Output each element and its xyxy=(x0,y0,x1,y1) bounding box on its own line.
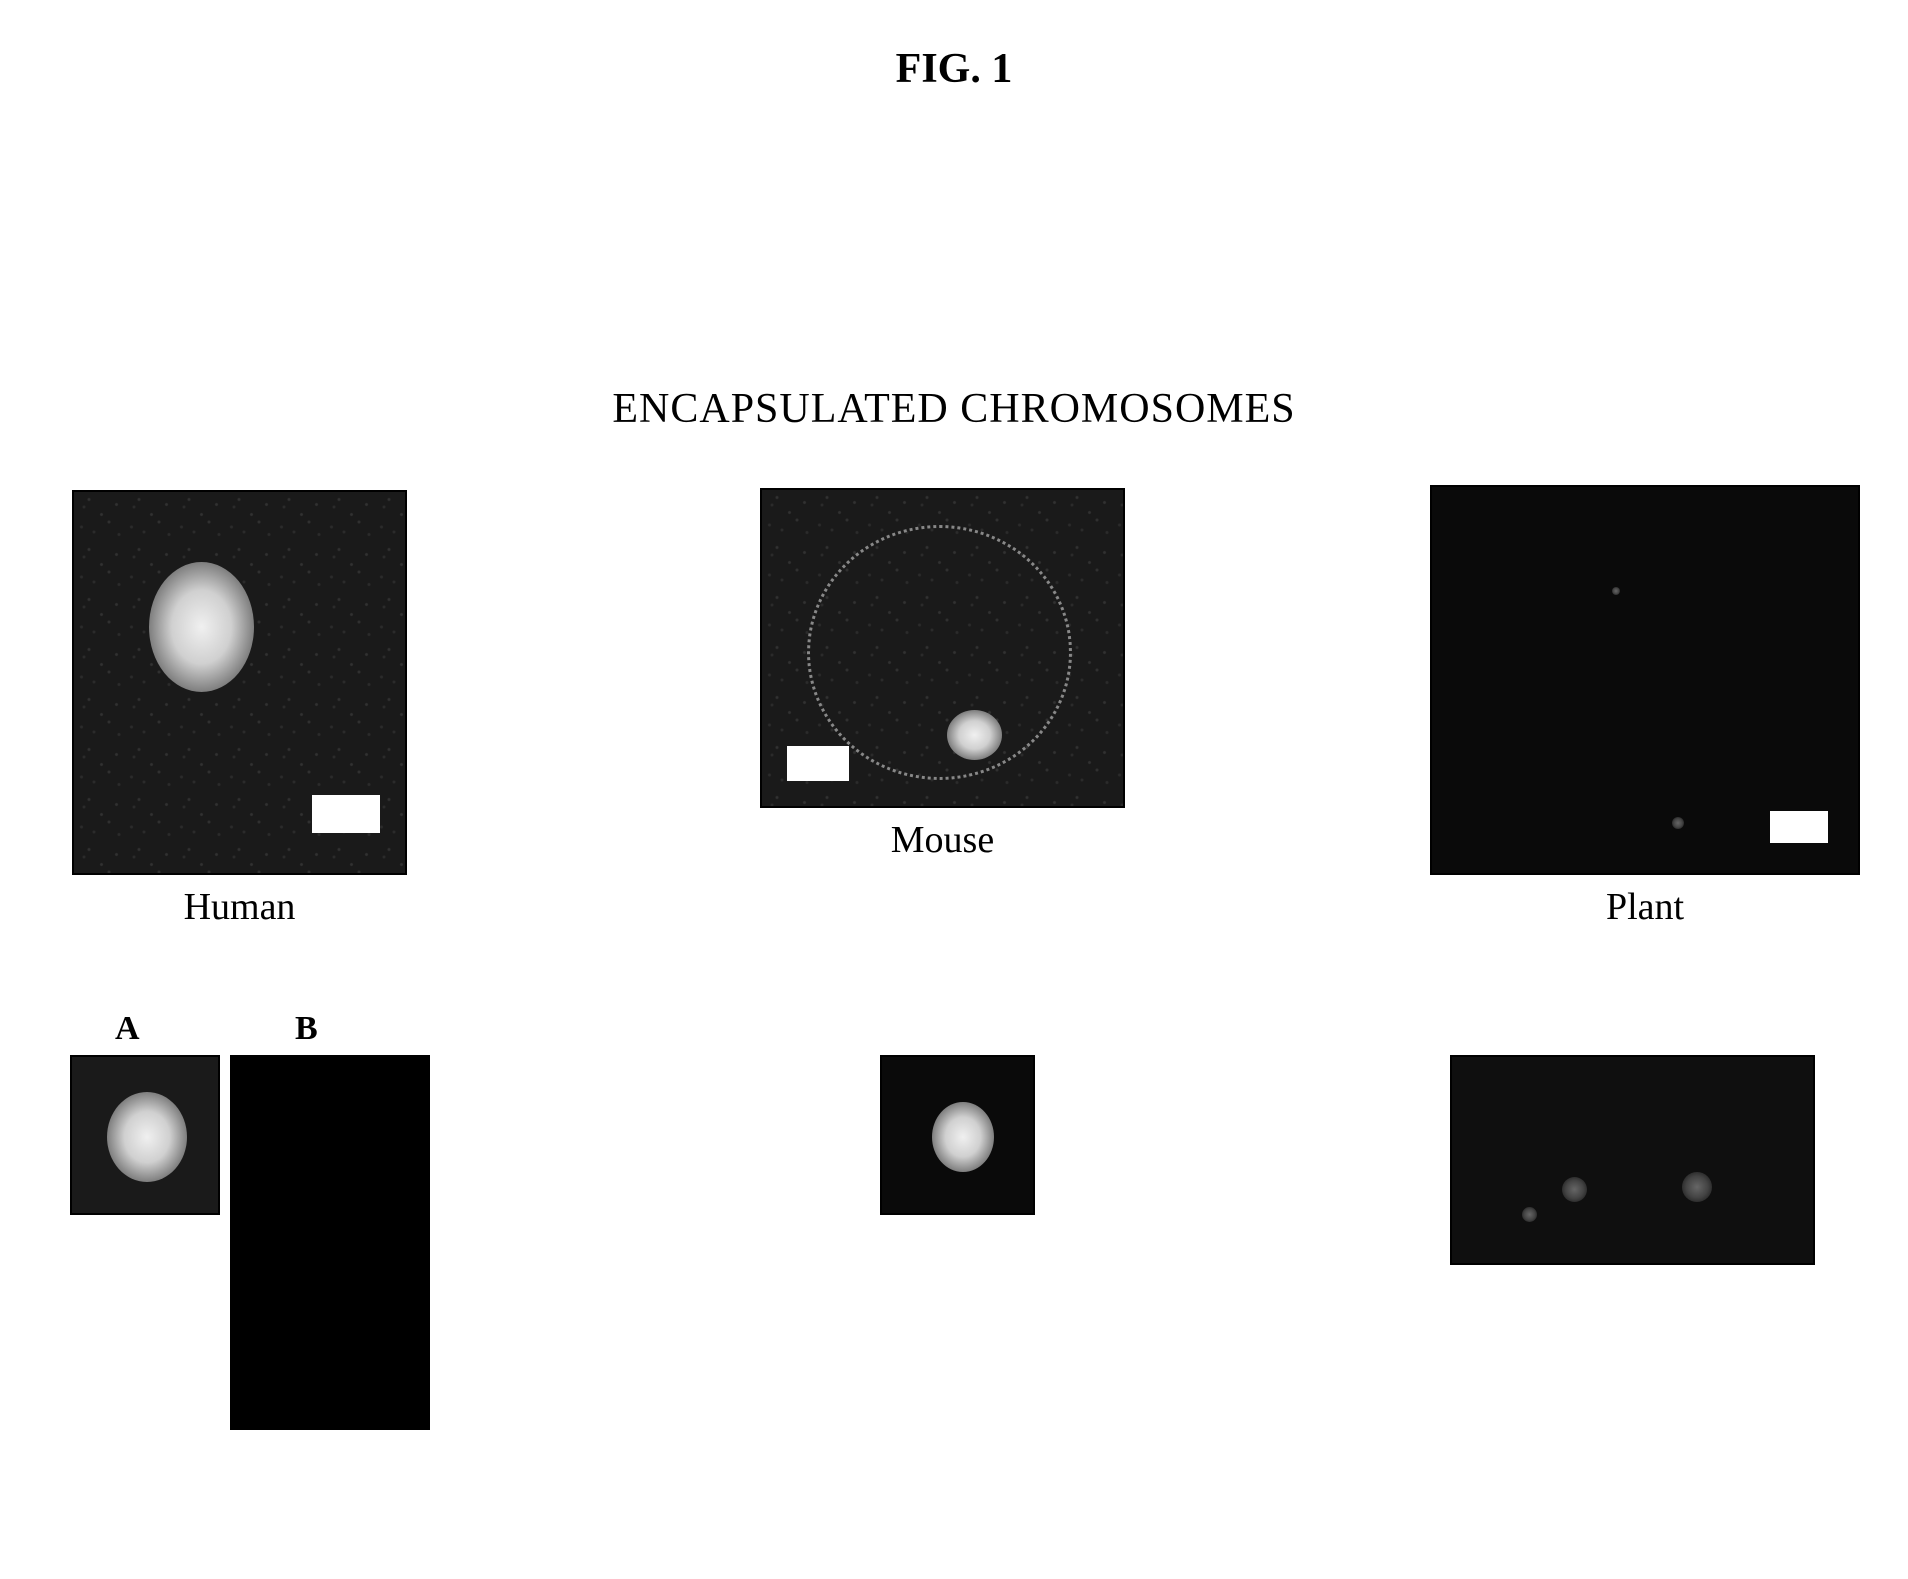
encapsulation-ring xyxy=(807,525,1072,780)
panel-mouse-image xyxy=(760,488,1125,808)
faint-spot xyxy=(1562,1177,1587,1202)
faint-spot xyxy=(1672,817,1684,829)
sub-label-b: B xyxy=(295,1010,318,1048)
sub-label-a: A xyxy=(115,1010,140,1048)
scale-bar xyxy=(312,795,380,833)
panel-plant: Plant xyxy=(1430,485,1860,929)
panel-human-detail-a xyxy=(70,1055,220,1215)
panel-human-detail-b xyxy=(230,1055,430,1430)
faint-spot xyxy=(1612,587,1620,595)
scale-bar xyxy=(787,746,849,781)
panel-plant-detail-image xyxy=(1450,1055,1815,1265)
chromosome-spot xyxy=(107,1092,187,1182)
panel-mouse-detail xyxy=(880,1055,1035,1215)
panel-plant-detail xyxy=(1450,1055,1815,1265)
panel-human-image xyxy=(72,490,407,875)
panel-human: Human xyxy=(72,490,407,929)
panel-human-label: Human xyxy=(72,885,407,929)
chromosome-spot xyxy=(149,562,254,692)
scale-bar xyxy=(1770,811,1828,843)
panel-mouse-label: Mouse xyxy=(760,818,1125,862)
panel-mouse: Mouse xyxy=(760,488,1125,862)
figure-title: ENCAPSULATED CHROMOSOMES xyxy=(612,385,1295,433)
panel-plant-image xyxy=(1430,485,1860,875)
panel-mouse-detail-image xyxy=(880,1055,1035,1215)
chromosome-spot xyxy=(932,1102,994,1172)
chromosome-spot xyxy=(947,710,1002,760)
figure-label: FIG. 1 xyxy=(896,45,1013,93)
panel-plant-label: Plant xyxy=(1430,885,1860,929)
faint-spot xyxy=(1522,1207,1537,1222)
faint-spot xyxy=(1682,1172,1712,1202)
